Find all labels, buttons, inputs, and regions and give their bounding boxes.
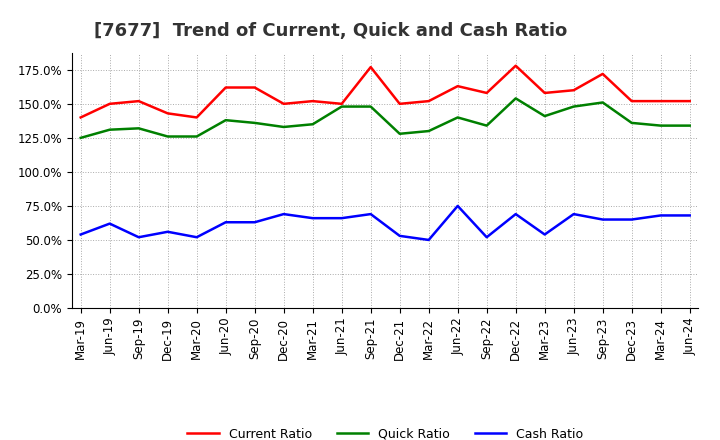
Cash Ratio	[366, 212, 375, 217]
Quick Ratio	[308, 121, 317, 127]
Quick Ratio	[279, 125, 288, 130]
Cash Ratio	[192, 235, 201, 240]
Cash Ratio	[395, 233, 404, 238]
Current Ratio	[308, 99, 317, 104]
Quick Ratio	[685, 123, 694, 128]
Current Ratio	[105, 101, 114, 106]
Quick Ratio	[424, 128, 433, 134]
Quick Ratio	[454, 115, 462, 120]
Current Ratio	[366, 64, 375, 70]
Quick Ratio	[541, 114, 549, 119]
Current Ratio	[570, 88, 578, 93]
Current Ratio	[511, 63, 520, 68]
Current Ratio	[192, 115, 201, 120]
Current Ratio	[221, 85, 230, 90]
Cash Ratio	[135, 235, 143, 240]
Quick Ratio	[221, 117, 230, 123]
Cash Ratio	[338, 216, 346, 221]
Quick Ratio	[627, 120, 636, 125]
Current Ratio	[598, 71, 607, 77]
Cash Ratio	[598, 217, 607, 222]
Cash Ratio	[541, 232, 549, 237]
Current Ratio	[454, 84, 462, 89]
Cash Ratio	[685, 213, 694, 218]
Current Ratio	[135, 99, 143, 104]
Cash Ratio	[105, 221, 114, 226]
Line: Cash Ratio: Cash Ratio	[81, 206, 690, 240]
Quick Ratio	[251, 120, 259, 125]
Quick Ratio	[570, 104, 578, 109]
Current Ratio	[76, 115, 85, 120]
Quick Ratio	[482, 123, 491, 128]
Current Ratio	[251, 85, 259, 90]
Current Ratio	[627, 99, 636, 104]
Current Ratio	[424, 99, 433, 104]
Cash Ratio	[627, 217, 636, 222]
Cash Ratio	[308, 216, 317, 221]
Quick Ratio	[657, 123, 665, 128]
Cash Ratio	[511, 212, 520, 217]
Current Ratio	[395, 101, 404, 106]
Quick Ratio	[76, 135, 85, 140]
Quick Ratio	[366, 104, 375, 109]
Cash Ratio	[163, 229, 172, 235]
Cash Ratio	[657, 213, 665, 218]
Current Ratio	[685, 99, 694, 104]
Cash Ratio	[251, 220, 259, 225]
Quick Ratio	[598, 100, 607, 105]
Line: Current Ratio: Current Ratio	[81, 66, 690, 117]
Quick Ratio	[511, 96, 520, 101]
Current Ratio	[482, 90, 491, 95]
Current Ratio	[657, 99, 665, 104]
Current Ratio	[541, 90, 549, 95]
Cash Ratio	[424, 237, 433, 242]
Line: Quick Ratio: Quick Ratio	[81, 99, 690, 138]
Cash Ratio	[76, 232, 85, 237]
Quick Ratio	[192, 134, 201, 139]
Cash Ratio	[570, 212, 578, 217]
Current Ratio	[279, 101, 288, 106]
Text: [7677]  Trend of Current, Quick and Cash Ratio: [7677] Trend of Current, Quick and Cash …	[94, 22, 567, 40]
Current Ratio	[163, 111, 172, 116]
Quick Ratio	[105, 127, 114, 132]
Quick Ratio	[163, 134, 172, 139]
Current Ratio	[338, 101, 346, 106]
Quick Ratio	[395, 131, 404, 136]
Quick Ratio	[135, 126, 143, 131]
Cash Ratio	[221, 220, 230, 225]
Cash Ratio	[279, 212, 288, 217]
Cash Ratio	[454, 203, 462, 209]
Quick Ratio	[338, 104, 346, 109]
Cash Ratio	[482, 235, 491, 240]
Legend: Current Ratio, Quick Ratio, Cash Ratio: Current Ratio, Quick Ratio, Cash Ratio	[181, 422, 590, 440]
